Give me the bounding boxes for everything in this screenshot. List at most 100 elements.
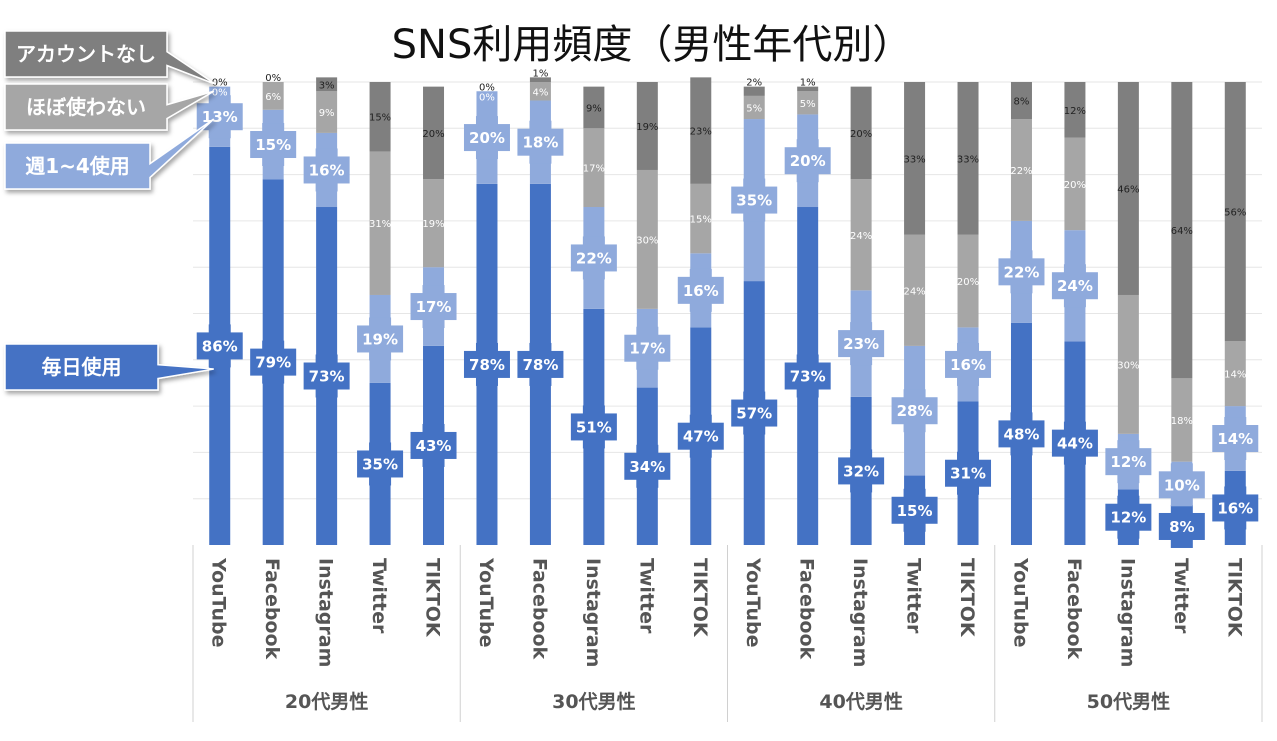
data-label: 14% (1224, 370, 1246, 381)
bar-segment (1117, 294, 1139, 434)
bar-segment (904, 82, 926, 235)
data-label: 33% (957, 154, 979, 165)
data-label: 15% (255, 136, 291, 154)
bar-segment (636, 169, 658, 309)
bar-segment (1224, 82, 1246, 342)
data-label: 14% (1217, 430, 1253, 448)
category-label: Twitter (1170, 558, 1192, 634)
category-label: TIKTOK (956, 558, 978, 638)
data-label: 15% (897, 502, 933, 520)
bar-segment (690, 183, 712, 254)
data-label: 20% (850, 129, 872, 140)
data-label: 23% (690, 127, 712, 138)
bar-segment (369, 151, 391, 295)
data-label: 0% (212, 88, 228, 99)
data-label: 32% (843, 462, 879, 480)
data-label: 10% (1164, 476, 1200, 494)
data-label: 33% (903, 154, 925, 165)
data-label-bg-arm (369, 317, 392, 361)
data-label-bg-arm (689, 414, 712, 458)
data-label: 12% (1064, 106, 1086, 117)
data-label-bg-arm (1010, 412, 1033, 456)
bar-segment (316, 77, 338, 92)
category-label: TIKTOK (689, 558, 711, 638)
group-label: 20代男性 (285, 690, 368, 713)
data-label: 8% (1014, 97, 1030, 108)
data-label-bg-arm (1063, 264, 1086, 308)
category-label: Facebook (261, 558, 283, 660)
legend-callout-shape (4, 30, 217, 86)
group-label: 40代男性 (819, 690, 902, 713)
data-label: 20% (957, 277, 979, 288)
legend-callout: ほぼ使わない (4, 83, 215, 131)
bar-segment (850, 86, 872, 180)
data-label: 15% (690, 215, 712, 226)
category-label: Instagram (849, 558, 871, 667)
gridlines (193, 81, 1262, 500)
legend-label: ほぼ使わない (26, 95, 146, 119)
data-label: 20% (469, 129, 505, 147)
data-label: 73% (309, 368, 345, 386)
data-label: 51% (576, 418, 612, 436)
data-label: 20% (422, 129, 444, 140)
category-label: YouTube (1009, 557, 1031, 647)
data-label-bg-arm (850, 449, 873, 493)
bar-segment (529, 77, 551, 82)
legend-label: アカウントなし (16, 42, 156, 66)
data-label-bg-arm (636, 326, 659, 370)
legend-callout: アカウントなし (4, 30, 217, 86)
data-label-bg-arm (529, 120, 552, 164)
data-label-bg-arm (315, 354, 338, 398)
category-label: Twitter (635, 558, 657, 634)
data-label-bg-arm (1224, 417, 1247, 461)
data-label: 0% (265, 73, 281, 84)
bar-segment (1064, 82, 1086, 138)
bar-segment (797, 91, 819, 115)
category-label: YouTube (742, 557, 764, 647)
data-label: 15% (369, 113, 391, 124)
bar-segment (904, 234, 926, 346)
data-label: 1% (532, 68, 548, 79)
legend-callout-shape (4, 118, 215, 190)
data-label-bg-arm (796, 354, 819, 398)
data-label: 19% (362, 330, 398, 348)
data-label: 16% (1217, 499, 1253, 517)
data-label: 57% (736, 405, 772, 423)
category-label: Facebook (1063, 558, 1085, 660)
data-label: 31% (369, 219, 391, 230)
bar-segment (743, 95, 765, 120)
category-label: Instagram (1116, 558, 1138, 667)
bar-segment (957, 82, 979, 235)
data-label: 20% (1064, 180, 1086, 191)
data-label-bg-arm (957, 342, 980, 386)
data-label: 31% (950, 465, 986, 483)
bar-segment (369, 82, 391, 152)
data-label: 35% (362, 455, 398, 473)
data-label-bg-arm (582, 405, 605, 449)
data-label: 19% (636, 122, 658, 133)
category-label: Facebook (528, 558, 550, 660)
data-label-bg-arm (743, 391, 766, 435)
data-label-bg-arm (1063, 421, 1086, 465)
data-label: 17% (629, 340, 665, 358)
category-label: TIKTOK (1223, 558, 1245, 638)
data-label: 0% (479, 92, 495, 103)
data-label-bg-arm (208, 95, 231, 139)
data-label-bg-arm (1010, 250, 1033, 294)
data-label: 20% (790, 152, 826, 170)
category-label: YouTube (475, 557, 497, 647)
data-label-bg-arm (903, 389, 926, 433)
data-label-bg-arm (582, 236, 605, 280)
data-label: 18% (522, 134, 558, 152)
data-label-bg-arm (743, 178, 766, 222)
category-label: TIKTOK (422, 558, 444, 638)
category-label: Twitter (903, 558, 925, 634)
data-label-bg-arm (475, 116, 498, 160)
category-label: Instagram (315, 558, 337, 667)
data-label: 30% (1117, 360, 1139, 371)
data-label-bg-arm (369, 442, 392, 486)
group-label: 50代男性 (1087, 690, 1170, 713)
data-label-bg-arm (1117, 440, 1140, 484)
data-label: 16% (309, 161, 345, 179)
data-label: 17% (583, 164, 605, 175)
